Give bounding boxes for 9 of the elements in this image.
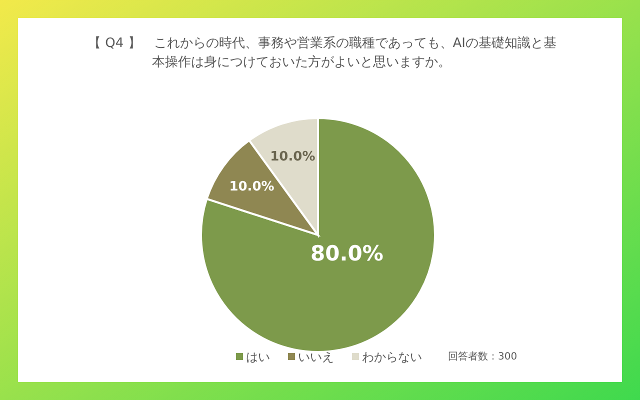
legend-label: わからない <box>362 350 422 364</box>
legend-label: いいえ <box>298 350 334 364</box>
text: 回答者数：300 <box>448 350 518 362</box>
data-label: 80.0% <box>310 241 384 266</box>
data-label: 10.0% <box>229 179 274 194</box>
chart-title: 【 Q4 】 これからの時代、事務や営業系の職種であっても、AIの基礎知識と基本操作は身につけておいた方がよいと思いますか。 <box>88 35 558 72</box>
data-label: 10.0% <box>270 150 316 165</box>
legend-label: はい <box>246 350 270 364</box>
pie-slice <box>200 117 436 353</box>
